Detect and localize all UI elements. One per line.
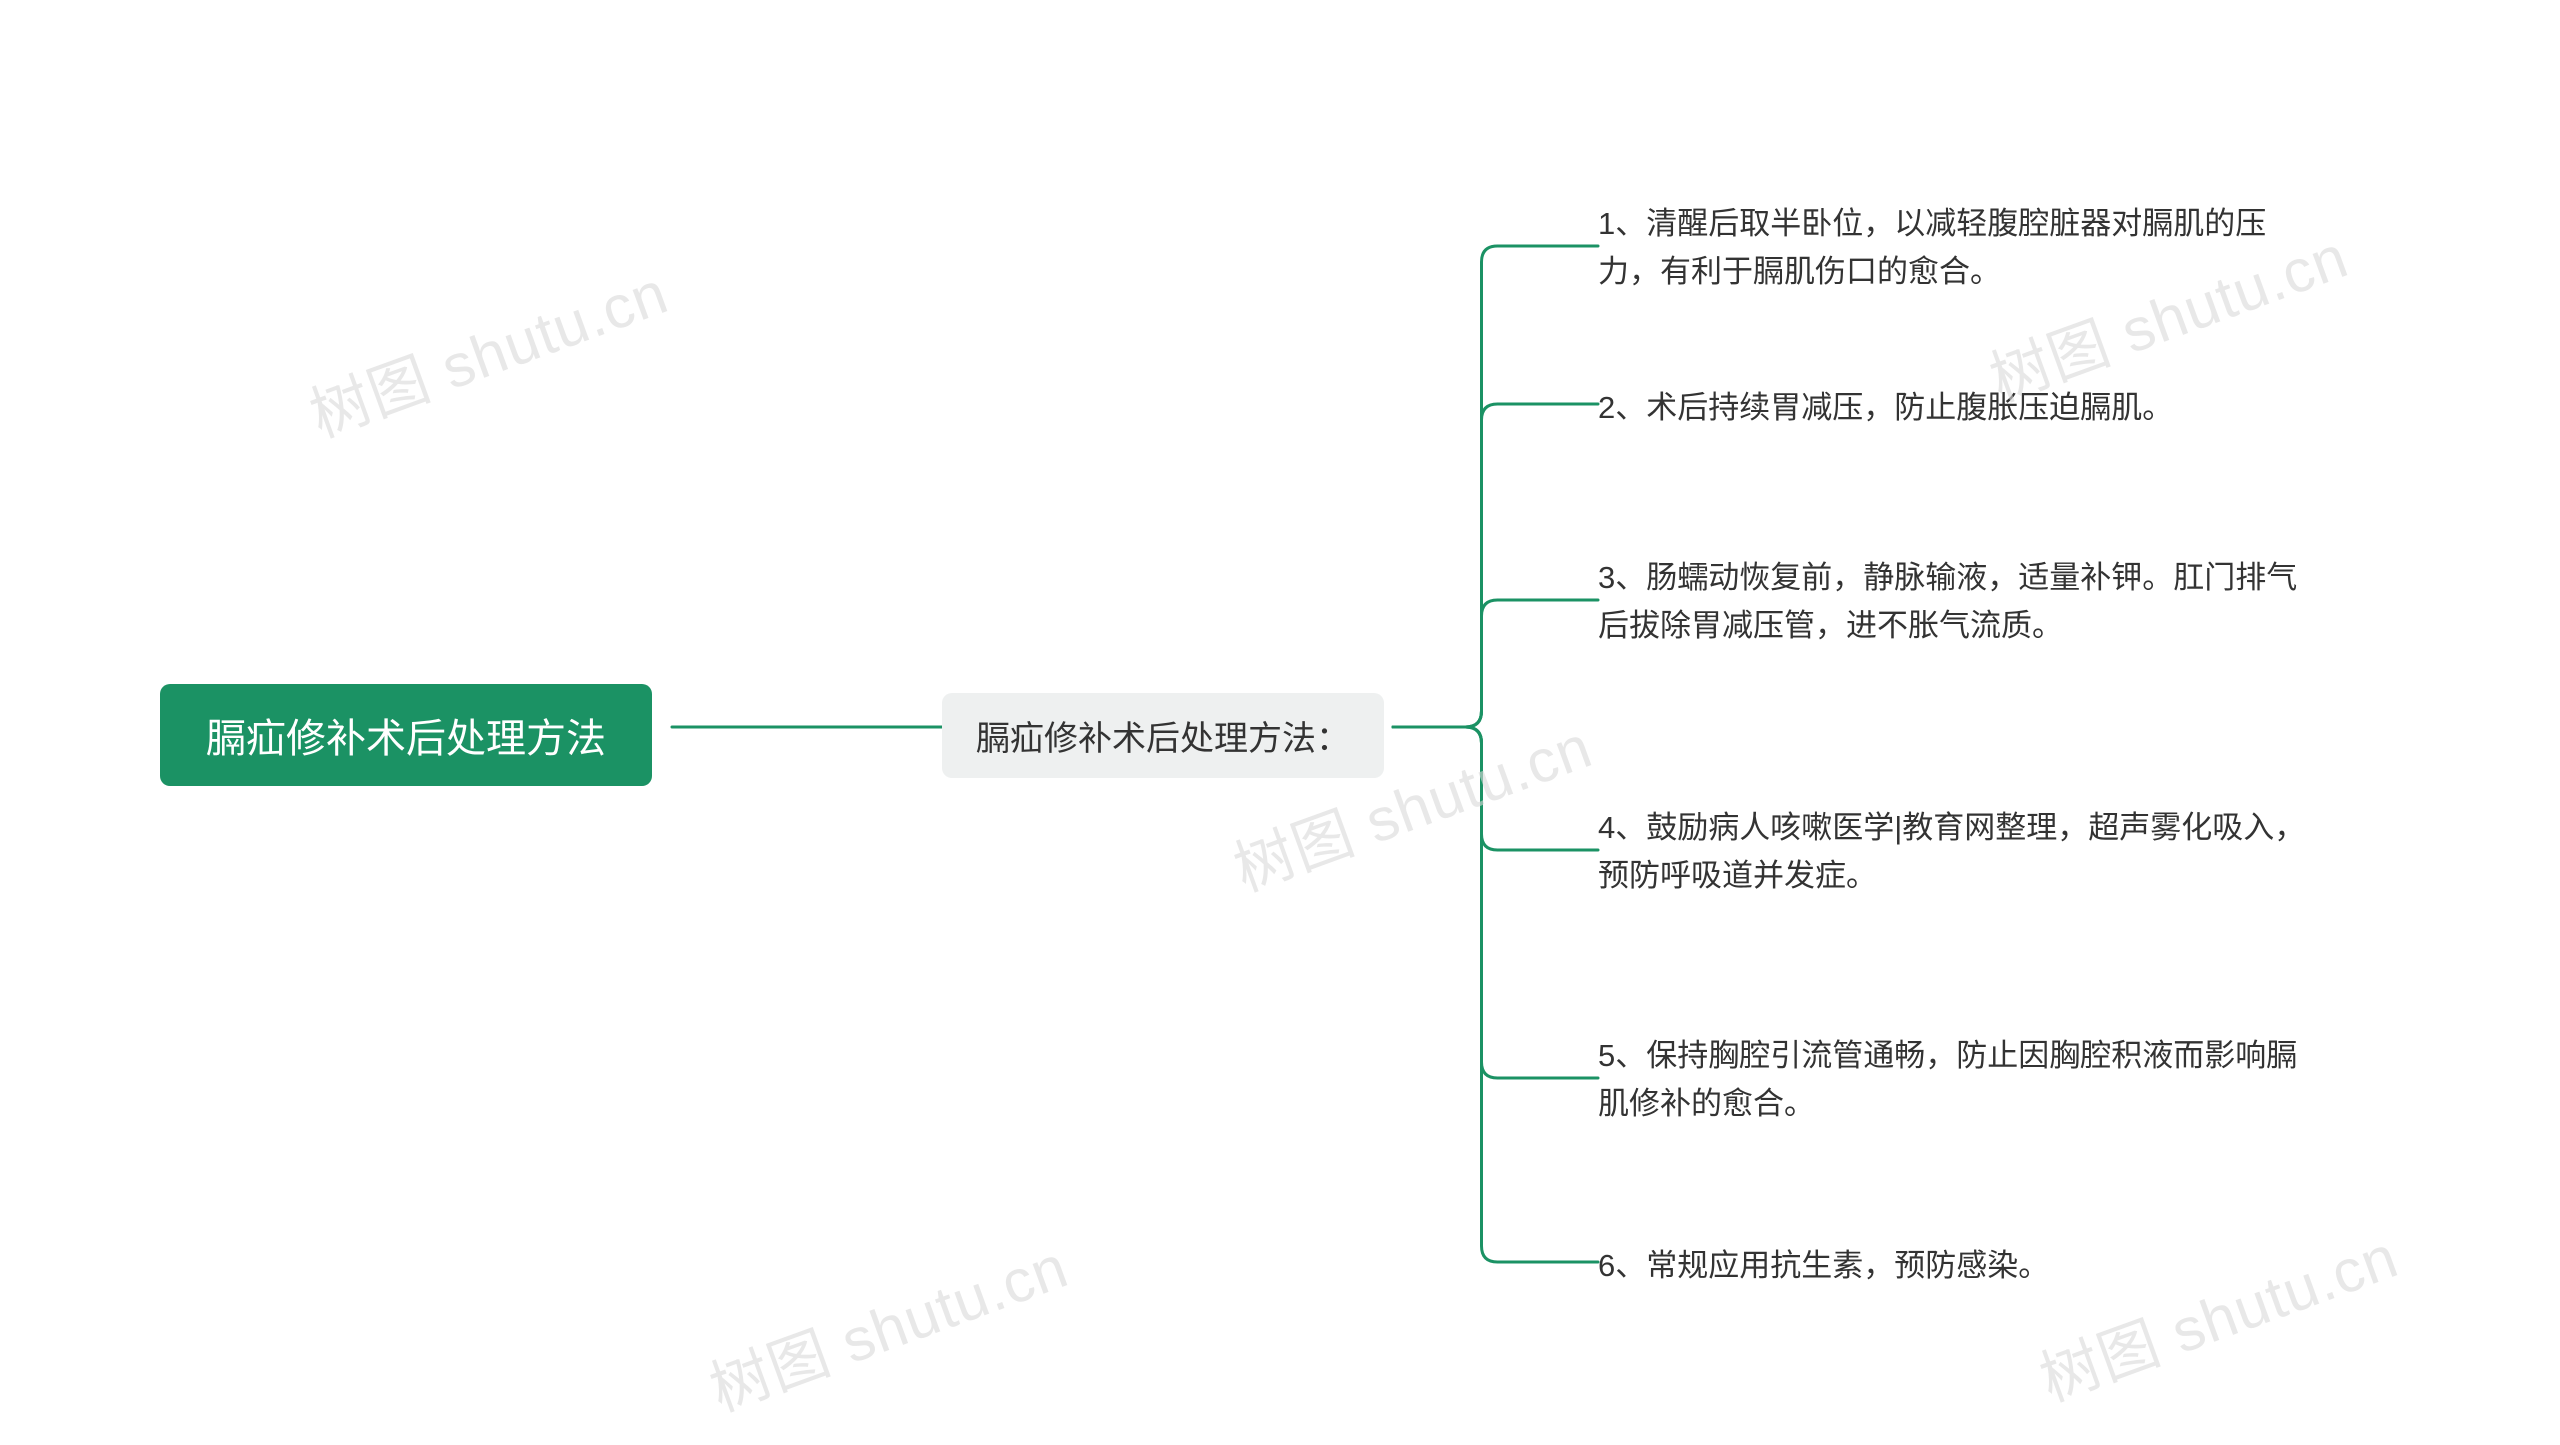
watermark: 树图 shutu.cn (296, 245, 678, 455)
leaf-node-5[interactable]: 5、保持胸腔引流管通畅，防止因胸腔积液而影响膈肌修补的愈合。 (1598, 1028, 2318, 1132)
leaf-node-3[interactable]: 3、肠蠕动恢复前，静脉输液，适量补钾。肛门排气后拔除胃减压管，进不胀气流质。 (1598, 550, 2318, 654)
leaf-node-4[interactable]: 4、鼓励病人咳嗽医学|教育网整理，超声雾化吸入，预防呼吸道并发症。 (1598, 800, 2318, 904)
mindmap-container: 膈疝修补术后处理方法 膈疝修补术后处理方法： 1、清醒后取半卧位，以减轻腹腔脏器… (0, 0, 2560, 1445)
leaf-node-2[interactable]: 2、术后持续胃减压，防止腹胀压迫膈肌。 (1598, 380, 2318, 436)
root-node[interactable]: 膈疝修补术后处理方法 (160, 684, 652, 786)
sub-node[interactable]: 膈疝修补术后处理方法： (942, 693, 1384, 778)
watermark: 树图 shutu.cn (696, 1219, 1078, 1429)
leaf-node-6[interactable]: 6、常规应用抗生素，预防感染。 (1598, 1238, 2318, 1294)
leaf-node-1[interactable]: 1、清醒后取半卧位，以减轻腹腔脏器对膈肌的压力，有利于膈肌伤口的愈合。 (1598, 196, 2318, 300)
